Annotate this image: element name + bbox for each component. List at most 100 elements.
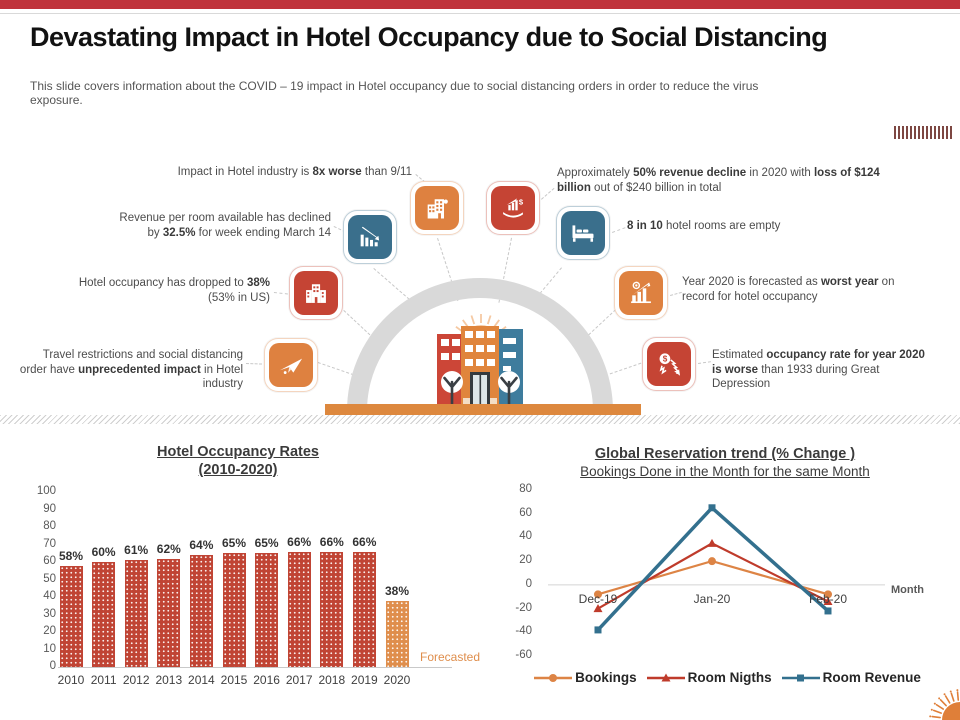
bar-2013 — [157, 558, 181, 667]
y-tick-label: 0 — [525, 577, 532, 590]
callout-impact-911: Impact in Hotel industry is 8x worse tha… — [177, 166, 412, 178]
barcode-bar — [918, 126, 920, 139]
y-tick-label: 90 — [43, 502, 56, 515]
bar-value-label: 66% — [287, 534, 312, 549]
legend-label: Room Revenue — [822, 670, 921, 685]
line-chart-subtitle: Bookings Done in the Month for the same … — [580, 464, 870, 479]
barcode-bar — [950, 126, 952, 139]
bar-value-label: 65% — [254, 536, 279, 551]
line-chart-global-reservation: Global Reservation trend (% Change ) Boo… — [495, 438, 960, 716]
connector-line — [343, 310, 371, 336]
ground-bar — [325, 404, 641, 415]
top-accent-bar — [0, 0, 960, 9]
y-tick-label: 40 — [43, 590, 56, 602]
bar-2011 — [92, 562, 116, 667]
bar-2016 — [255, 553, 279, 667]
callout-occupancy-dropped: Hotel occupancy has dropped to 38% (53% … — [78, 277, 270, 304]
barcode-bar — [922, 126, 924, 139]
x-tick-label: 2018 — [318, 673, 346, 687]
callout-travel-restrictions: Travel restrictions and social distancin… — [19, 349, 243, 390]
legend-item-room-revenue: Room Revenue — [781, 670, 921, 685]
bar-chart-plot: 100 90 80 70 60 50 40 30 20 10 0 58% 2010 60% 2011 61% 2… — [28, 438, 483, 714]
hotel-building-icon — [410, 181, 464, 235]
x-tick-label: 2014 — [188, 673, 215, 687]
bar-value-label: 66% — [319, 534, 344, 549]
bar-value-label: 60% — [91, 545, 116, 559]
callout-worst-year: Year 2020 is forecasted as worst year on… — [682, 276, 895, 303]
callout-rooms-empty: 8 in 10 hotel rooms are empty — [627, 220, 781, 232]
connector-line — [245, 363, 262, 365]
legend-label: Bookings — [575, 670, 637, 685]
y-tick-label: 40 — [519, 530, 532, 543]
bar-2014 — [189, 555, 213, 667]
y-tick-label: 50 — [43, 572, 56, 585]
x-axis-title: Month — [891, 584, 924, 596]
bar-value-label: 64% — [189, 538, 214, 552]
header-divider — [0, 13, 960, 14]
connector-line — [698, 361, 712, 364]
connector-line — [588, 309, 616, 336]
barcode-bar — [942, 126, 944, 139]
bar-2020 — [385, 600, 409, 667]
dollar-decline-icon: $ — [642, 337, 696, 391]
x-tick-label: 2011 — [90, 673, 117, 687]
bar-value-label: 66% — [352, 534, 377, 549]
connector-line — [609, 361, 646, 375]
forecast-label: Forecasted — [420, 650, 481, 664]
barcode-bar — [914, 126, 916, 139]
page-subtitle: This slide covers information about the … — [30, 79, 759, 107]
bar-chart-title: Hotel Occupancy Rates — [157, 444, 319, 460]
y-tick-label: -60 — [515, 649, 532, 661]
growth-eye-icon — [614, 266, 668, 320]
city-building-icon — [289, 266, 343, 320]
x-tick-label: 2015 — [220, 673, 248, 687]
bar-2012 — [124, 560, 148, 667]
y-tick-label: 60 — [519, 506, 532, 519]
bar-2010 — [59, 565, 83, 667]
legend-label: Room Nigths — [687, 670, 772, 685]
callout-great-depression: Estimated occupancy rate for year 2020 i… — [712, 349, 925, 390]
x-tick-label: 2019 — [351, 673, 378, 687]
connector-line — [612, 227, 626, 233]
hotel-buildings-illustration — [437, 314, 523, 406]
barcode-bar — [894, 126, 896, 139]
y-tick-label: 70 — [43, 537, 56, 550]
barcode-bar — [902, 126, 904, 139]
y-tick-label: 20 — [519, 554, 532, 567]
legend-marker — [646, 673, 685, 681]
plane-icon — [264, 338, 318, 392]
barcode-bar — [946, 126, 948, 139]
y-tick-label: -20 — [515, 601, 532, 614]
y-tick-label: 100 — [36, 485, 56, 497]
callout-revenue-per-room: Revenue per room available has declined … — [119, 212, 331, 239]
legend-item-bookings: Bookings — [534, 670, 637, 685]
bar-value-label: 62% — [156, 541, 181, 556]
svg-text:$: $ — [519, 198, 524, 207]
x-tick-label: 2012 — [122, 673, 150, 687]
x-axis-line — [58, 667, 452, 668]
y-tick-label: 80 — [43, 520, 56, 532]
barcode-bar — [906, 126, 908, 139]
barcode-bar — [926, 126, 928, 139]
hatched-band — [0, 415, 960, 424]
bar-2015 — [222, 553, 246, 667]
bar-2019 — [352, 551, 376, 667]
bar-2018 — [320, 551, 344, 667]
x-tick-label: 2017 — [285, 673, 313, 687]
legend-item-room-nigths: Room Nigths — [646, 670, 772, 685]
declining-chart-icon — [343, 210, 397, 264]
svg-text:$: $ — [663, 355, 668, 364]
x-tick-label: 2013 — [155, 673, 183, 687]
sun-decoration — [929, 689, 960, 720]
barcode-bar — [934, 126, 936, 139]
bar-chart-hotel-occupancy: Hotel Occupancy Rates (2010-2020) 100 90 8… — [28, 438, 483, 714]
bar-value-label: 65% — [221, 536, 247, 551]
page-title: Devastating Impact in Hotel Occupancy du… — [30, 22, 828, 52]
x-tick-label: 2016 — [253, 673, 280, 687]
y-tick-label: 60 — [43, 555, 56, 567]
barcode-bar — [930, 126, 932, 139]
x-tick-label: 2010 — [57, 673, 85, 687]
y-tick-label: 80 — [519, 483, 532, 495]
money-hand-icon: $ — [486, 181, 540, 235]
